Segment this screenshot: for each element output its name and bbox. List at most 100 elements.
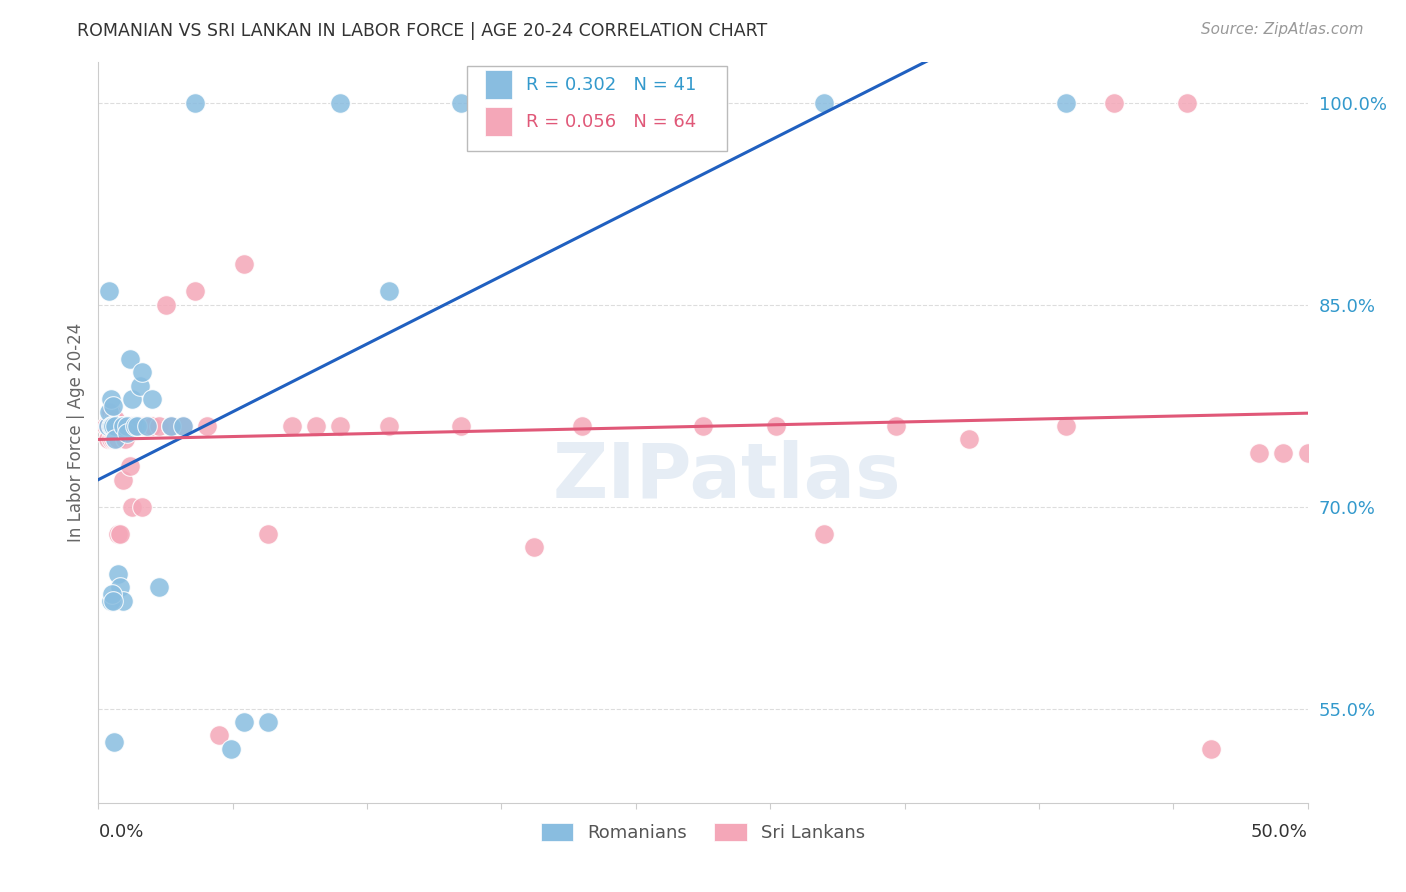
Point <box>118 418 141 433</box>
Point <box>148 418 170 433</box>
Point <box>1249 446 1271 460</box>
Point <box>118 351 141 366</box>
Point <box>101 412 124 426</box>
Point <box>221 742 243 756</box>
Point <box>114 418 136 433</box>
Point <box>1272 446 1295 460</box>
Point <box>1199 742 1222 756</box>
Point <box>172 418 194 433</box>
Point <box>135 418 157 433</box>
Point <box>111 473 134 487</box>
Point <box>184 95 207 110</box>
Point <box>1054 418 1077 433</box>
Point <box>121 500 143 514</box>
Point <box>131 365 153 379</box>
Point <box>121 418 143 433</box>
Point <box>100 587 122 601</box>
Point <box>281 418 304 433</box>
Point <box>141 392 163 406</box>
Point <box>100 418 122 433</box>
Point <box>256 526 278 541</box>
Point <box>184 285 207 299</box>
Point <box>1296 446 1319 460</box>
Point <box>148 581 170 595</box>
Point <box>101 399 124 413</box>
Point <box>100 594 122 608</box>
Text: Source: ZipAtlas.com: Source: ZipAtlas.com <box>1201 22 1364 37</box>
Point <box>172 418 194 433</box>
Point <box>121 392 143 406</box>
Point <box>114 433 136 447</box>
Point <box>128 418 150 433</box>
Point <box>195 418 218 433</box>
Point <box>111 594 134 608</box>
Point <box>98 285 121 299</box>
Point <box>94 418 117 433</box>
Y-axis label: In Labor Force | Age 20-24: In Labor Force | Age 20-24 <box>66 323 84 542</box>
Point <box>101 594 124 608</box>
Point <box>117 418 139 433</box>
Point <box>329 418 352 433</box>
Point <box>571 95 593 110</box>
Point <box>813 95 835 110</box>
Text: R = 0.302   N = 41: R = 0.302 N = 41 <box>526 76 697 94</box>
Point <box>124 418 146 433</box>
Point <box>108 581 131 595</box>
Point <box>377 418 399 433</box>
Point <box>208 729 231 743</box>
Point <box>101 418 124 433</box>
Point <box>97 433 120 447</box>
Point <box>957 433 980 447</box>
Point <box>117 418 139 433</box>
Point <box>117 425 139 440</box>
Point <box>160 418 183 433</box>
Point <box>127 418 149 433</box>
Point <box>155 298 177 312</box>
Point <box>104 412 127 426</box>
Point <box>450 418 472 433</box>
Point <box>160 418 183 433</box>
Text: ROMANIAN VS SRI LANKAN IN LABOR FORCE | AGE 20-24 CORRELATION CHART: ROMANIAN VS SRI LANKAN IN LABOR FORCE | … <box>77 22 768 40</box>
Point <box>128 378 150 392</box>
Point <box>100 392 122 406</box>
Point <box>232 714 254 729</box>
Point <box>108 526 131 541</box>
Point <box>886 418 908 433</box>
Point <box>131 500 153 514</box>
Point <box>111 418 134 433</box>
Point <box>103 735 125 749</box>
Point <box>101 425 124 440</box>
Point <box>134 418 156 433</box>
Point <box>107 433 129 447</box>
Text: 0.0%: 0.0% <box>98 823 143 841</box>
Point <box>118 459 141 474</box>
Point <box>104 433 127 447</box>
Point <box>100 418 122 433</box>
Point <box>1054 95 1077 110</box>
Text: 50.0%: 50.0% <box>1251 823 1308 841</box>
Point <box>97 418 120 433</box>
Point <box>571 418 593 433</box>
Point <box>104 433 127 447</box>
FancyBboxPatch shape <box>485 107 512 136</box>
Legend: Romanians, Sri Lankans: Romanians, Sri Lankans <box>533 815 873 849</box>
Point <box>100 418 122 433</box>
Text: R = 0.056   N = 64: R = 0.056 N = 64 <box>526 112 697 130</box>
Point <box>100 433 122 447</box>
FancyBboxPatch shape <box>485 70 512 99</box>
Point <box>98 405 121 419</box>
Text: ZIPatlas: ZIPatlas <box>553 440 901 514</box>
Point <box>232 257 254 271</box>
Point <box>117 418 139 433</box>
Point <box>104 418 127 433</box>
Point <box>765 418 787 433</box>
Point <box>97 418 120 433</box>
Point <box>813 526 835 541</box>
Point <box>101 433 124 447</box>
Point <box>141 418 163 433</box>
Point <box>1102 95 1125 110</box>
Point <box>692 418 714 433</box>
Point <box>124 418 146 433</box>
Point <box>107 418 129 433</box>
Point <box>256 714 278 729</box>
